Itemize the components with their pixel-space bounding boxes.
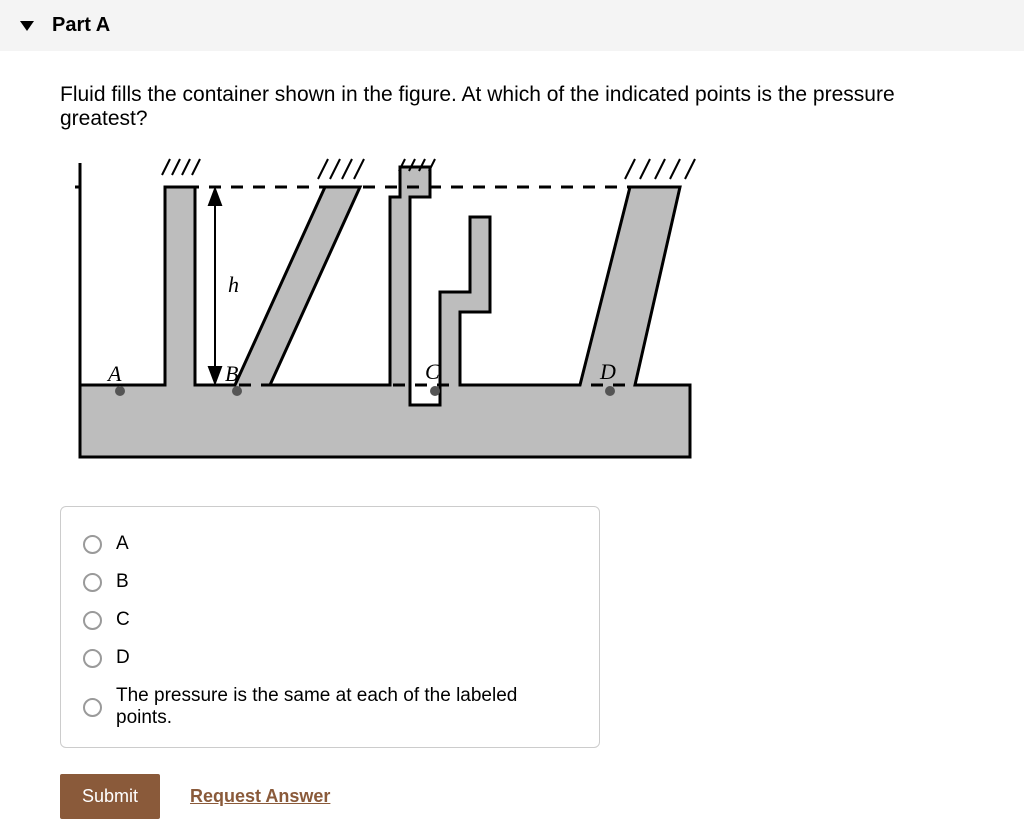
option-label: C (116, 609, 130, 631)
radio-icon[interactable] (83, 698, 102, 717)
svg-text:B: B (225, 361, 238, 386)
figure-container: h A B C D (60, 157, 964, 482)
option-row[interactable]: D (83, 639, 577, 677)
part-title: Part A (52, 14, 110, 37)
option-label: B (116, 571, 129, 593)
option-row[interactable]: The pressure is the same at each of the … (83, 677, 577, 737)
svg-text:C: C (425, 359, 440, 384)
radio-icon[interactable] (83, 611, 102, 630)
option-row[interactable]: B (83, 563, 577, 601)
fluid-container-diagram: h A B C D (60, 157, 700, 477)
option-label: A (116, 533, 129, 555)
svg-text:D: D (599, 359, 616, 384)
svg-text:h: h (228, 272, 239, 297)
option-label: D (116, 647, 130, 669)
question-prompt: Fluid fills the container shown in the f… (60, 83, 964, 131)
option-row[interactable]: A (83, 525, 577, 563)
option-label: The pressure is the same at each of the … (116, 685, 577, 729)
radio-icon[interactable] (83, 535, 102, 554)
part-header[interactable]: Part A (0, 0, 1024, 51)
submit-button[interactable]: Submit (60, 774, 160, 819)
option-row[interactable]: C (83, 601, 577, 639)
collapse-triangle-icon[interactable] (20, 21, 34, 31)
radio-icon[interactable] (83, 573, 102, 592)
request-answer-link[interactable]: Request Answer (190, 786, 330, 807)
question-area: Fluid fills the container shown in the f… (0, 51, 1024, 819)
options-card: A B C D The pressure is the same at each… (60, 506, 600, 748)
svg-text:A: A (106, 361, 122, 386)
radio-icon[interactable] (83, 649, 102, 668)
action-row: Submit Request Answer (60, 774, 964, 819)
